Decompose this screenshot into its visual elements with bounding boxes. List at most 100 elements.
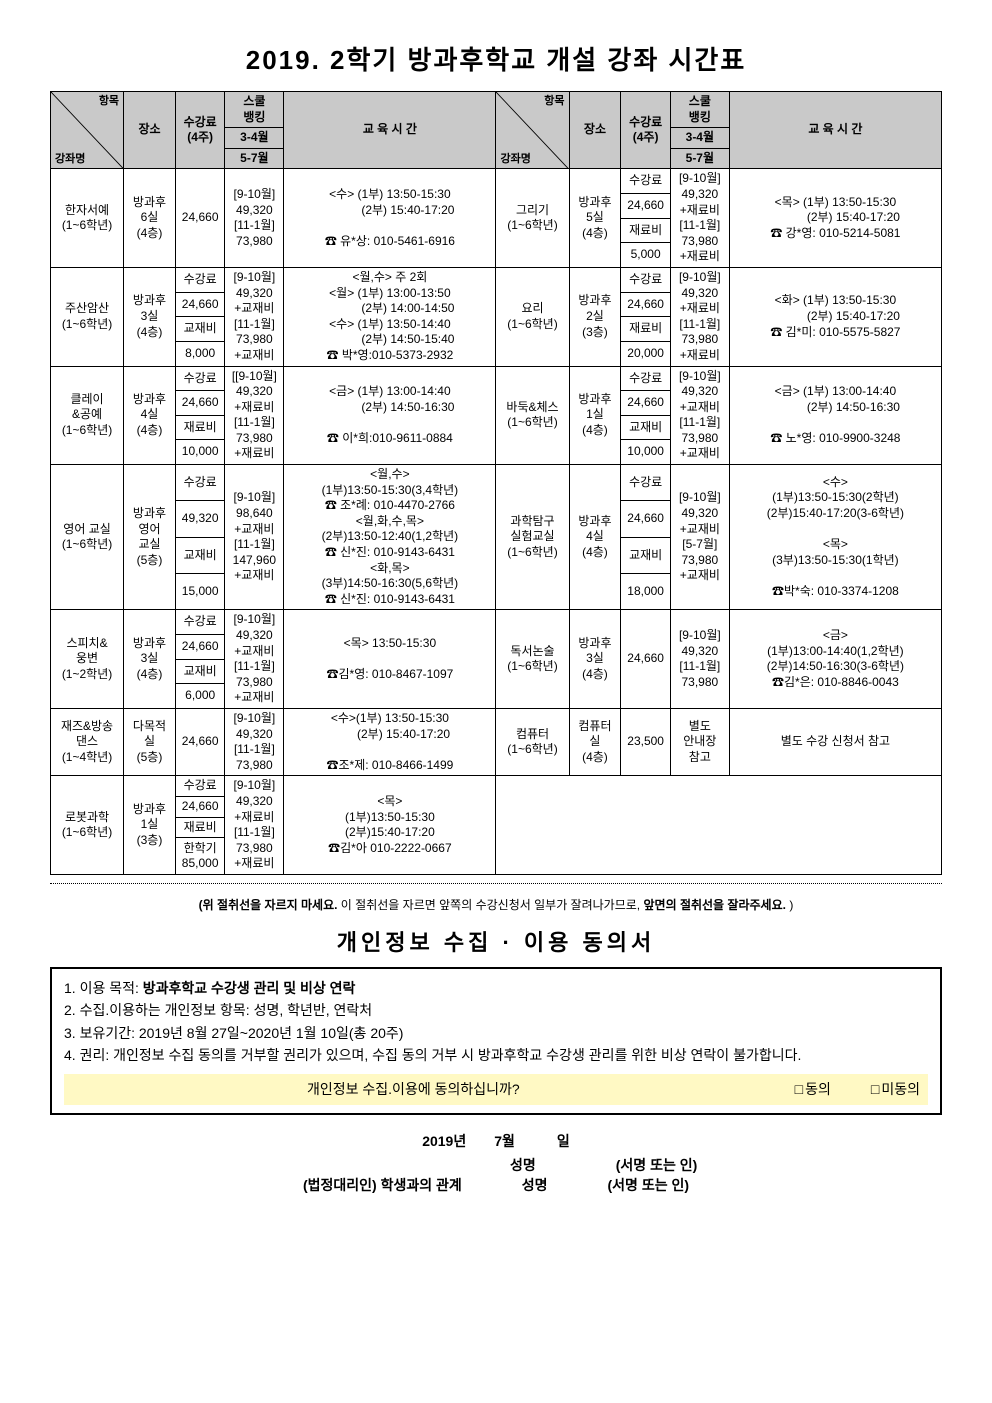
cutnote-suffix: 앞면의 절취선을 잘라주세요.: [643, 898, 785, 912]
course-fee-cell: 수강료: [175, 610, 225, 635]
hdr-bank-r: 스쿨 뱅킹: [670, 92, 729, 128]
table-row: 클레이 &공예 (1~6학년)방과후 4실 (4층)수강료[[9-10월] 49…: [51, 366, 942, 391]
hdr-course-r: 강좌명: [500, 152, 530, 166]
sig-date: 2019년 7월 일: [422, 1131, 570, 1151]
course-fee-cell: 재료비: [621, 218, 671, 243]
table-row: 로봇과학 (1~6학년)방과후 1실 (3층)수강료[9-10월] 49,320…: [51, 776, 942, 797]
course-fee-cell: 24,660: [175, 635, 225, 660]
course-fee-cell: 5,000: [621, 243, 671, 268]
hdr-course: 강좌명: [55, 152, 85, 166]
course-fee-cell: 교재비: [621, 537, 671, 573]
course-bank: 별도 안내장 참고: [670, 708, 729, 775]
course-name: 독서논술 (1~6학년): [496, 610, 569, 709]
course-fee-cell: 10,000: [621, 440, 671, 465]
course-fee: 23,500: [621, 708, 671, 775]
course-time: <목> (1부)13:50-15:30 (2부)15:40-17:20 ☎김*아…: [284, 776, 496, 875]
course-bank: [9-10월] 49,320 +재료비 [11-1월] 73,980 +재료비: [670, 267, 729, 366]
sig-name-label-1: 성명: [510, 1155, 536, 1175]
table-row: 재즈&방송 댄스 (1~4학년)다목적 실 (5층)24,660[9-10월] …: [51, 708, 942, 775]
course-bank: [9-10월] 98,640 +교재비 [11-1월] 147,960 +교재비: [225, 465, 284, 610]
course-bank: [9-10월] 49,320 +재료비 [11-1월] 73,980 +재료비: [670, 169, 729, 268]
course-place: 방과후 3실 (4층): [124, 610, 176, 709]
cutnote-mid: 이 절취선을 자르면 앞쪽의 수강신청서 일부가 잘려나가므로,: [341, 898, 644, 912]
course-name: 바둑&체스 (1~6학년): [496, 366, 569, 465]
course-time: <수>(1부) 13:50-15:30 (2부) 15:40-17:20 ☎조*…: [284, 708, 496, 775]
course-fee-cell: 24,660: [175, 292, 225, 317]
course-fee-cell: 8,000: [175, 341, 225, 366]
consent-title: 개인정보 수집 · 이용 동의서: [50, 925, 942, 957]
sig-sign-1: (서명 또는 인): [616, 1155, 698, 1175]
course-bank: [9-10월] 49,320 +교재비 [5-7월] 73,980 +교재비: [670, 465, 729, 610]
checkbox-agree[interactable]: 동의: [795, 1078, 831, 1100]
consent-question: 개인정보 수집.이용에 동의하십니까?: [72, 1078, 755, 1100]
hdr-time: 교 육 시 간: [284, 92, 496, 169]
hdr-time-r: 교 육 시 간: [729, 92, 941, 169]
course-place: 방과후 3실 (4층): [569, 610, 621, 709]
course-fee-cell: 수강료: [621, 465, 671, 501]
consent-agree-row: 개인정보 수집.이용에 동의하십니까? 동의 미동의: [64, 1074, 928, 1104]
course-time: <금> (1부)13:00-14:40(1,2학년) (2부)14:50-16:…: [729, 610, 941, 709]
schedule-table: 항목 강좌명 장소 수강료 (4주) 스쿨 뱅킹 교 육 시 간 항목 강좌명 …: [50, 91, 942, 875]
course-fee-cell: 15,000: [175, 574, 225, 610]
checkbox-disagree[interactable]: 미동의: [871, 1078, 920, 1100]
course-fee-cell: 수강료: [621, 169, 671, 194]
course-fee-cell: 수강료: [175, 267, 225, 292]
course-time: 별도 수강 신청서 참고: [729, 708, 941, 775]
course-name: 컴퓨터 (1~6학년): [496, 708, 569, 775]
page-title: 2019. 2학기 방과후학교 개설 강좌 시간표: [50, 40, 942, 77]
course-fee-cell: 수강료: [621, 267, 671, 292]
course-time: <월,수> (1부)13:50-15:30(3,4학년) ☎ 조*례: 010-…: [284, 465, 496, 610]
course-time: <목> (1부) 13:50-15:30 (2부) 15:40-17:20 ☎ …: [729, 169, 941, 268]
course-fee-cell: 10,000: [175, 440, 225, 465]
course-name: 한자서예 (1~6학년): [51, 169, 124, 268]
course-fee: 24,660: [175, 169, 225, 268]
course-fee-cell: 교재비: [621, 415, 671, 440]
course-fee: 24,660: [621, 610, 671, 709]
table-header: 항목 강좌명 장소 수강료 (4주) 스쿨 뱅킹 교 육 시 간 항목 강좌명 …: [51, 92, 942, 169]
cut-note: (위 절취선을 자르지 마세요. 이 절취선을 자르면 앞쪽의 수강신청서 일부…: [50, 896, 942, 913]
course-place: 방과후 2실 (3층): [569, 267, 621, 366]
course-bank: [9-10월] 49,320 +재료비 [11-1월] 73,980 +재료비: [225, 776, 284, 875]
course-fee-cell: 수강료: [175, 366, 225, 391]
course-bank: [[9-10월] 49,320 +재료비 [11-1월] 73,980 +재료비: [225, 366, 284, 465]
course-name: 요리 (1~6학년): [496, 267, 569, 366]
signature-block: 2019년 7월 일 성명 (서명 또는 인) (법정대리인) 학생과의 관계 …: [50, 1131, 942, 1195]
empty-cell: [496, 776, 942, 875]
course-fee-cell: 24,660: [621, 292, 671, 317]
course-fee-cell: 24,660: [621, 391, 671, 416]
table-row: 주산암산 (1~6학년)방과후 3실 (4층)수강료[9-10월] 49,320…: [51, 267, 942, 292]
course-fee-cell: 교재비: [175, 317, 225, 342]
course-place: 방과후 영어 교실 (5층): [124, 465, 176, 610]
course-time: <수> (1부) 13:50-15:30 (2부) 15:40-17:20 ☎ …: [284, 169, 496, 268]
consent-line: 1. 이용 목적: 방과후학교 수강생 관리 및 비상 연락: [64, 977, 928, 999]
course-time: <금> (1부) 13:00-14:40 (2부) 14:50-16:30 ☎ …: [284, 366, 496, 465]
course-place: 컴퓨터 실 (4층): [569, 708, 621, 775]
sig-name-label-2: 성명: [522, 1175, 548, 1195]
table-row: 영어 교실 (1~6학년)방과후 영어 교실 (5층)수강료[9-10월] 98…: [51, 465, 942, 501]
course-place: 방과후 3실 (4층): [124, 267, 176, 366]
course-time: <화> (1부) 13:50-15:30 (2부) 15:40-17:20 ☎ …: [729, 267, 941, 366]
hdr-item: 항목: [99, 94, 119, 108]
sig-sign-2: (서명 또는 인): [608, 1175, 690, 1195]
hdr-bank: 스쿨 뱅킹: [225, 92, 284, 128]
course-place: 방과후 4실 (4층): [124, 366, 176, 465]
header-diag-right: 항목 강좌명: [496, 92, 569, 169]
course-fee-cell: 24,660: [621, 194, 671, 219]
course-name: 스피치& 웅변 (1~2학년): [51, 610, 124, 709]
course-fee-cell: 재료비: [175, 415, 225, 440]
course-bank: [9-10월] 49,320 +교재비 [11-1월] 73,980 +교재비: [225, 267, 284, 366]
course-bank: [9-10월] 49,320 [11-1월] 73,980: [225, 708, 284, 775]
hdr-place-r: 장소: [569, 92, 621, 169]
course-fee-cell: 6,000: [175, 684, 225, 709]
hdr-item-r: 항목: [544, 94, 564, 108]
course-place: 다목적 실 (5층): [124, 708, 176, 775]
course-fee-cell: 20,000: [621, 341, 671, 366]
hdr-bank-b: 5-7월: [225, 148, 284, 169]
hdr-fee: 수강료 (4주): [175, 92, 225, 169]
course-name: 로봇과학 (1~6학년): [51, 776, 124, 875]
course-time: <목> 13:50-15:30 ☎김*영: 010-8467-1097: [284, 610, 496, 709]
course-place: 방과후 6실 (4층): [124, 169, 176, 268]
course-name: 재즈&방송 댄스 (1~4학년): [51, 708, 124, 775]
course-fee-cell: 24,660: [175, 797, 225, 818]
hdr-place: 장소: [124, 92, 176, 169]
